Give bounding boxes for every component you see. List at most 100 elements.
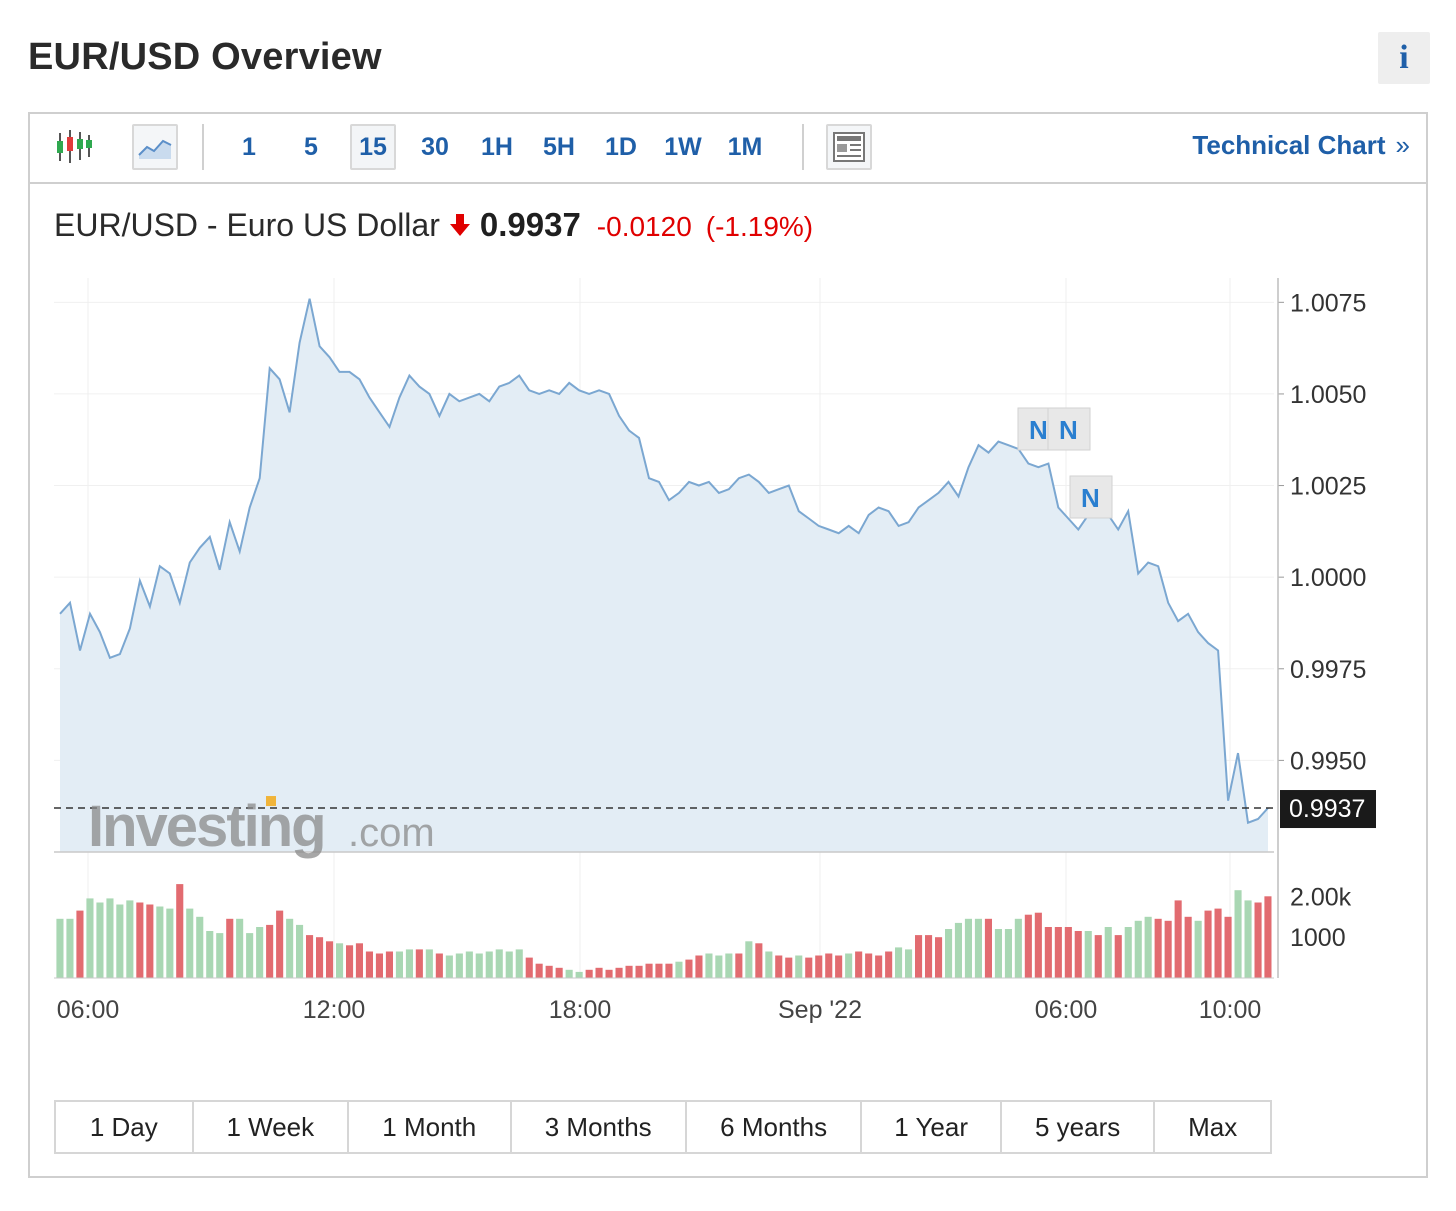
volume-bar bbox=[1134, 920, 1142, 978]
volume-bar bbox=[56, 918, 64, 978]
down-arrow-icon bbox=[449, 212, 470, 243]
volume-bar bbox=[1224, 916, 1232, 979]
timeframe-1d[interactable]: 1D bbox=[605, 132, 637, 161]
area-chart-button[interactable] bbox=[132, 124, 178, 170]
volume-bar bbox=[665, 963, 673, 978]
volume-tick-label: 2.00k bbox=[1290, 883, 1352, 911]
volume-bar bbox=[515, 949, 523, 978]
volume-bar bbox=[186, 908, 194, 978]
y-tick-label: 0.9975 bbox=[1290, 656, 1366, 684]
volume-bar bbox=[365, 951, 373, 978]
price-chart[interactable]: 1.0075 1.0050 1.0025 1.0000 0.9975 0.9950 0.99… bbox=[30, 114, 1426, 1094]
technical-chart-label: Technical Chart bbox=[1192, 130, 1386, 160]
volume-bar bbox=[915, 935, 923, 978]
timeframe-1m[interactable]: 1M bbox=[727, 132, 763, 161]
technical-chart-link[interactable]: Technical Chart » bbox=[1192, 130, 1410, 161]
info-button[interactable]: i bbox=[1378, 32, 1430, 84]
volume-bar bbox=[655, 963, 663, 978]
volume-bar bbox=[695, 955, 703, 978]
volume-bar bbox=[66, 918, 74, 978]
volume-bar bbox=[395, 951, 403, 978]
timeframe-5h[interactable]: 5H bbox=[543, 132, 575, 161]
volume-bar bbox=[575, 971, 583, 978]
volume-bar bbox=[964, 918, 972, 978]
timeframe-1h[interactable]: 1H bbox=[481, 132, 513, 161]
timeframe-1[interactable]: 1 bbox=[242, 132, 256, 161]
timeframe-15[interactable]: 15 bbox=[350, 124, 396, 170]
volume-bar bbox=[495, 949, 503, 978]
range-1-year[interactable]: 1 Year bbox=[862, 1102, 1002, 1152]
volume-bar bbox=[855, 951, 863, 978]
volume-bar bbox=[96, 902, 104, 978]
volume-bar bbox=[196, 916, 204, 979]
volume-bar bbox=[256, 927, 264, 978]
volume-bar bbox=[1104, 927, 1112, 978]
volume-bar bbox=[296, 924, 304, 978]
volume-bar bbox=[545, 965, 553, 979]
volume-bar bbox=[685, 959, 693, 978]
volume-bar bbox=[735, 953, 743, 978]
volume-bar bbox=[994, 929, 1002, 978]
y-tick-label: 1.0050 bbox=[1290, 381, 1366, 409]
news-toggle-button[interactable] bbox=[826, 124, 872, 170]
range-1-month[interactable]: 1 Month bbox=[349, 1102, 512, 1152]
x-tick-label: 10:00 bbox=[1199, 996, 1262, 1024]
volume-bar bbox=[106, 898, 114, 978]
volume-bar bbox=[1174, 900, 1182, 978]
volume-bar bbox=[935, 937, 943, 978]
investing-watermark-suffix: .com bbox=[348, 811, 435, 855]
range-6-months[interactable]: 6 Months bbox=[687, 1102, 863, 1152]
volume-bar bbox=[984, 918, 992, 978]
volume-bar bbox=[815, 955, 823, 978]
candlestick-chart-button[interactable] bbox=[54, 124, 94, 170]
volume-bar bbox=[565, 969, 573, 978]
volume-bar bbox=[176, 884, 184, 978]
volume-bar bbox=[725, 953, 733, 978]
volume-bar bbox=[445, 955, 453, 978]
volume-bar bbox=[1034, 912, 1042, 978]
volume-bar bbox=[905, 949, 913, 978]
volume-bar bbox=[116, 904, 124, 978]
range-1-week[interactable]: 1 Week bbox=[194, 1102, 350, 1152]
price-change-percent: (-1.19%) bbox=[705, 211, 814, 242]
volume-bar bbox=[236, 918, 244, 978]
investing-watermark: Investing bbox=[88, 794, 325, 859]
range-max[interactable]: Max bbox=[1188, 1111, 1238, 1142]
volume-bar bbox=[1094, 935, 1102, 978]
y-tick-label: 1.0000 bbox=[1290, 564, 1366, 592]
volume-bar bbox=[765, 951, 773, 978]
page-title: EUR/USD Overview bbox=[28, 36, 382, 78]
volume-bar bbox=[415, 949, 423, 978]
range-5-years[interactable]: 5 years bbox=[1002, 1102, 1156, 1152]
volume-bar bbox=[455, 953, 463, 978]
price-line bbox=[59, 298, 1269, 825]
double-chevron-right-icon: » bbox=[1395, 130, 1410, 160]
volume-bar bbox=[136, 902, 144, 978]
volume-bar bbox=[945, 929, 953, 978]
volume-bar bbox=[1014, 918, 1022, 978]
last-price-label: 0.9937 bbox=[1289, 795, 1365, 823]
volume-bar bbox=[206, 931, 214, 978]
range-1-day[interactable]: 1 Day bbox=[56, 1102, 194, 1152]
volume-bar bbox=[845, 953, 853, 978]
volume-bar bbox=[615, 967, 623, 978]
x-tick-label: 18:00 bbox=[549, 996, 612, 1024]
area-chart-icon bbox=[138, 139, 172, 159]
timeframe-30[interactable]: 30 bbox=[421, 132, 449, 161]
chart-toolbar: 1 5 15 30 1H 5H 1D 1W 1M Technical Chart… bbox=[30, 114, 1426, 184]
volume-bar bbox=[375, 953, 383, 978]
volume-bar bbox=[954, 922, 962, 978]
volume-bar bbox=[1234, 890, 1242, 978]
volume-bar bbox=[475, 953, 483, 978]
volume-bar bbox=[1024, 914, 1032, 978]
volume-bar bbox=[835, 955, 843, 978]
volume-bar bbox=[625, 965, 633, 979]
volume-bar bbox=[1194, 920, 1202, 978]
volume-bar bbox=[465, 951, 473, 978]
volume-bar bbox=[156, 906, 164, 978]
timeframe-1w[interactable]: 1W bbox=[664, 132, 702, 161]
volume-bar bbox=[1044, 927, 1052, 978]
range-3-months[interactable]: 3 Months bbox=[512, 1102, 687, 1152]
timeframe-5[interactable]: 5 bbox=[304, 132, 318, 161]
volume-bar bbox=[585, 969, 593, 978]
